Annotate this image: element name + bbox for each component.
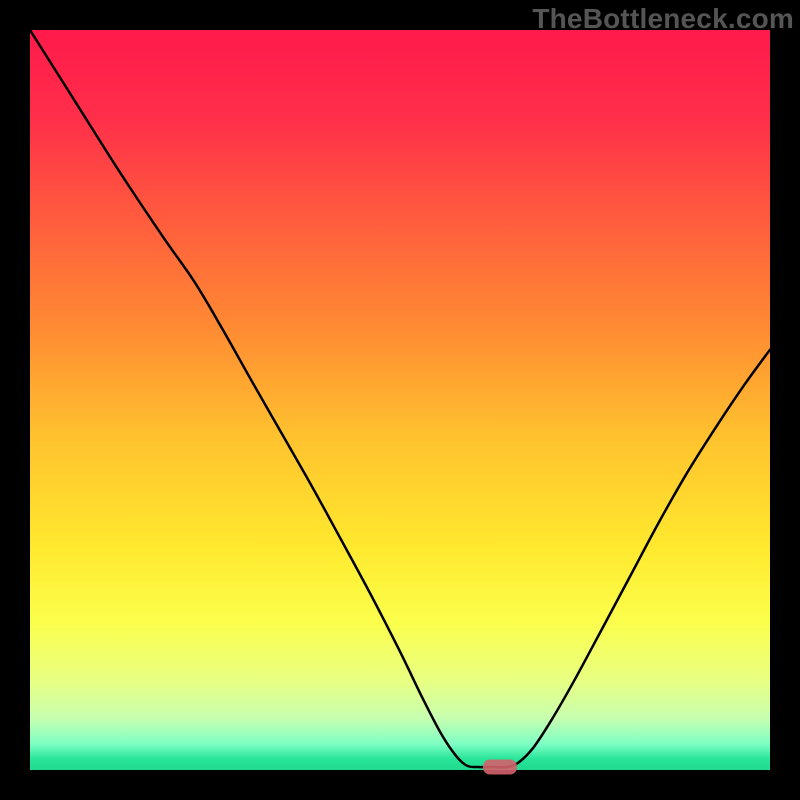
optimum-marker [483,760,517,775]
plot-svg [30,30,770,770]
optimum-marker-shape [483,760,517,775]
chart-frame: TheBottleneck.com [0,0,800,800]
plot-area [30,30,770,770]
gradient-background [30,30,770,770]
watermark-text: TheBottleneck.com [532,3,794,35]
